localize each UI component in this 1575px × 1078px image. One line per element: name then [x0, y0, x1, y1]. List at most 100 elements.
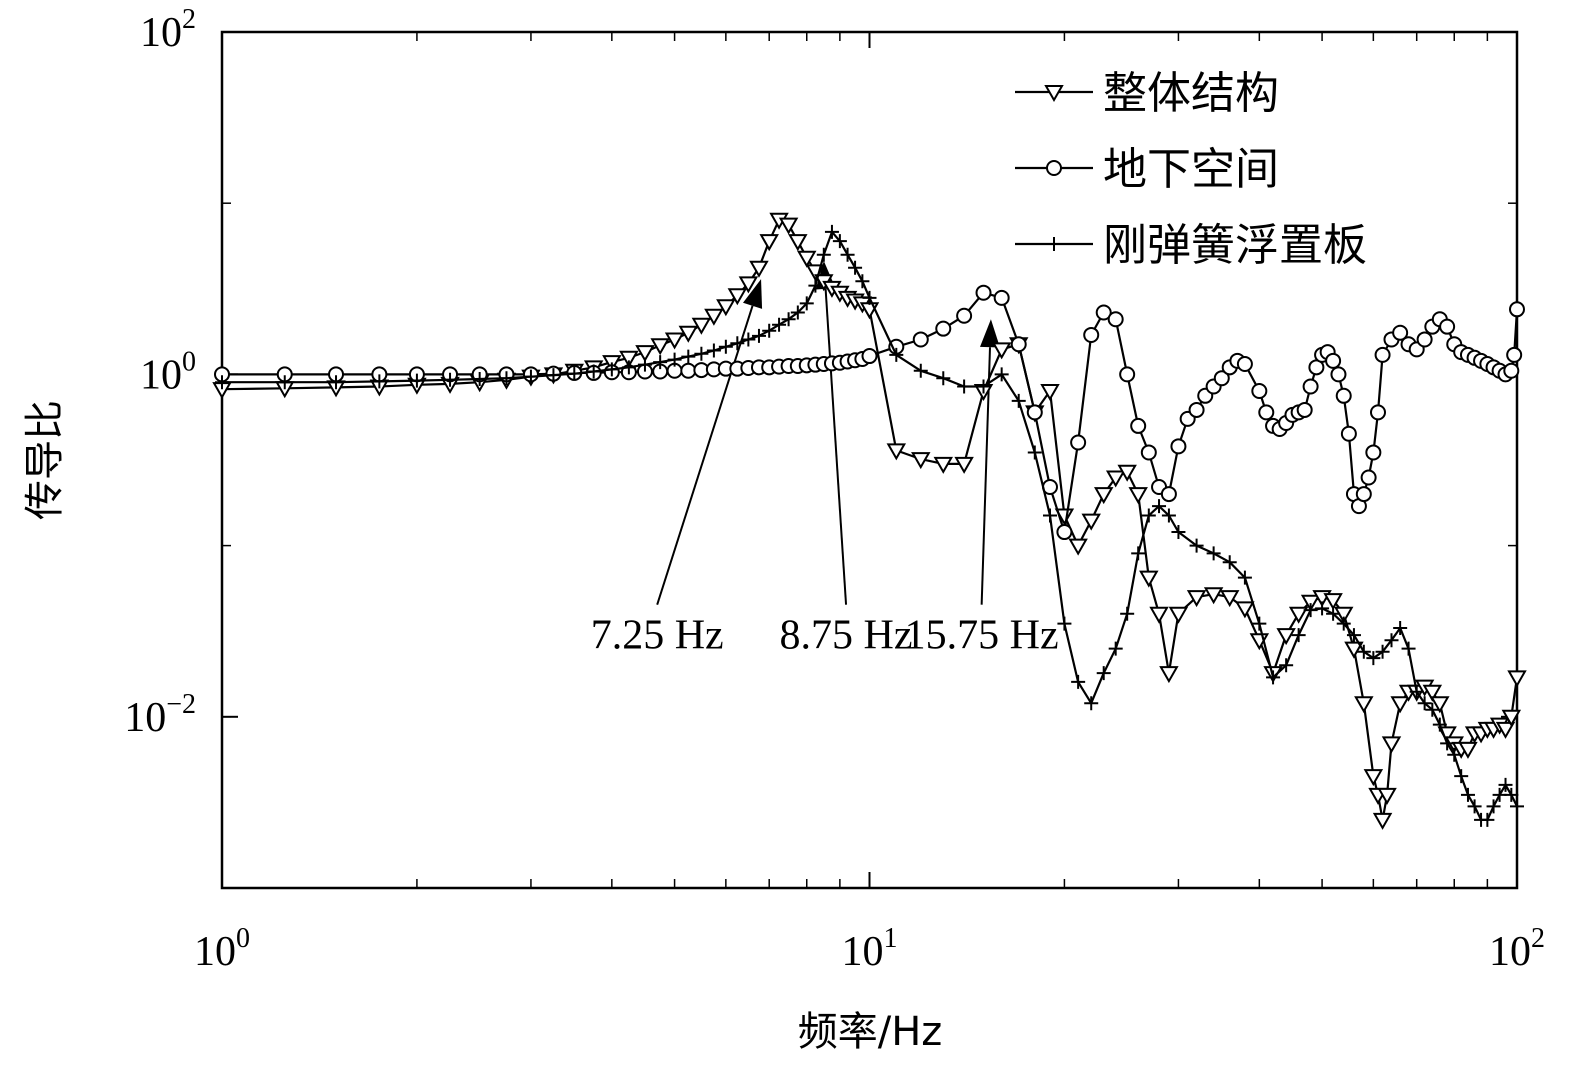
data-point: [1276, 628, 1296, 646]
series-group: [212, 212, 1527, 830]
data-point: [694, 346, 709, 361]
data-point: [718, 339, 733, 354]
data-point: [664, 332, 685, 350]
data-point: [1149, 606, 1169, 624]
data-point: [1458, 741, 1478, 759]
data-point: [954, 456, 974, 474]
legend-marker: [1044, 85, 1064, 103]
data-point: [1119, 366, 1136, 383]
data-point: [975, 284, 992, 301]
data-point: [936, 371, 951, 386]
legend-entry: 地下空间: [1015, 144, 1279, 195]
data-point: [816, 247, 831, 262]
data-point: [1480, 812, 1495, 827]
data-point: [781, 312, 796, 327]
data-point: [1323, 593, 1343, 611]
data-point: [1460, 787, 1475, 802]
legend-label: 整体结构: [1103, 68, 1279, 119]
data-point: [277, 375, 292, 390]
data-point: [1252, 616, 1267, 631]
legend-entry: 整体结构: [1015, 68, 1279, 119]
data-point: [913, 363, 928, 378]
legend-marker: [1046, 160, 1062, 176]
annotation-label: 7.25 Hz: [591, 613, 724, 659]
data-point: [1401, 641, 1416, 656]
series-3: [215, 224, 1524, 827]
data-point: [1430, 696, 1450, 714]
data-point: [1083, 326, 1100, 343]
data-point: [443, 372, 458, 387]
data-point: [1495, 721, 1516, 739]
data-point: [991, 342, 1012, 360]
data-point: [1130, 417, 1147, 434]
data-point: [1372, 812, 1393, 830]
data-point: [1042, 508, 1057, 523]
data-point: [621, 360, 636, 375]
data-point: [1206, 546, 1221, 561]
data-point: [1108, 641, 1123, 656]
data-point: [1509, 301, 1525, 318]
data-point: [1128, 487, 1148, 505]
data-point: [1390, 696, 1410, 714]
data-point: [1170, 438, 1187, 455]
data-point: [778, 217, 799, 235]
data-point: [1168, 606, 1189, 624]
data-point: [667, 352, 682, 367]
data-point: [824, 224, 839, 239]
data-point: [832, 234, 847, 249]
data-point: [912, 331, 929, 348]
data-point: [1510, 799, 1524, 814]
data-point: [1188, 401, 1205, 418]
x-axis-label: 频率/Hz: [798, 1009, 943, 1055]
data-point: [1203, 587, 1224, 605]
data-point: [691, 317, 712, 335]
data-point: [1296, 401, 1313, 418]
data-point: [1056, 524, 1073, 541]
data-point: [653, 355, 668, 370]
data-point: [1161, 508, 1176, 523]
data-point: [1068, 538, 1088, 556]
data-point: [1326, 606, 1341, 621]
data-point: [1171, 525, 1186, 540]
data-point: [1084, 696, 1099, 711]
data-point: [1336, 616, 1351, 631]
data-point: [1081, 513, 1101, 531]
data-point: [840, 247, 855, 262]
data-point: [1447, 747, 1462, 762]
data-point: [1356, 644, 1371, 659]
data-point: [1330, 366, 1347, 383]
data-point: [546, 368, 561, 383]
x-tick-label: 100: [194, 923, 250, 975]
data-point: [567, 366, 582, 381]
annotation-label: 15.75 Hz: [905, 613, 1059, 659]
data-point: [1503, 362, 1520, 379]
data-point: [1498, 777, 1513, 792]
data-point: [749, 260, 769, 278]
annotation-arrowhead: [980, 319, 1001, 348]
data-point: [1365, 444, 1382, 461]
data-point: [637, 357, 652, 372]
y-tick-label: 10−2: [124, 689, 196, 741]
data-point: [861, 348, 878, 365]
data-point: [1140, 444, 1157, 461]
data-point: [372, 374, 387, 389]
data-point: [1258, 404, 1275, 421]
data-point: [848, 260, 863, 275]
data-point: [751, 328, 766, 343]
data-point: [1454, 769, 1469, 784]
annotation-arrowhead: [743, 279, 763, 309]
legend-label: 刚弹簧浮置板: [1103, 220, 1367, 271]
data-point: [1107, 311, 1124, 328]
data-point: [808, 278, 823, 293]
x-tick-label: 101: [842, 923, 898, 975]
data-point: [1422, 684, 1443, 702]
data-point: [1026, 404, 1043, 421]
annotation-arrow-line: [656, 305, 754, 605]
data-point: [855, 274, 870, 289]
data-point: [886, 443, 907, 461]
legend-label: 地下空间: [1103, 144, 1279, 195]
data-point: [1010, 336, 1027, 353]
data-point: [1117, 464, 1137, 482]
data-point: [911, 452, 931, 470]
data-point: [976, 379, 991, 394]
